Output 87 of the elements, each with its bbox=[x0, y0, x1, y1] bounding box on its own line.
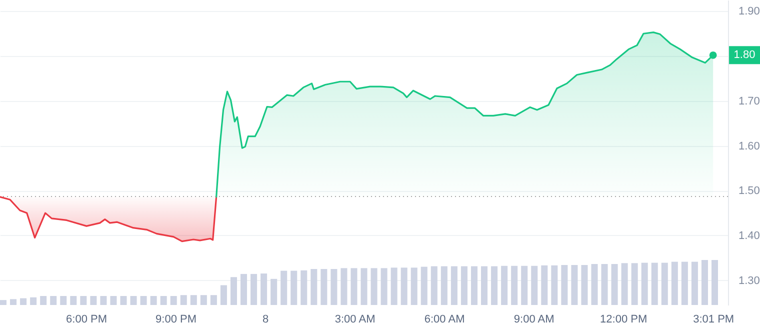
y-tick-label: 1.50 bbox=[738, 185, 760, 198]
bar bbox=[350, 268, 358, 305]
bar bbox=[621, 263, 628, 305]
x-tick-label: 3:00 AM bbox=[334, 314, 376, 326]
bar bbox=[681, 262, 688, 305]
bar bbox=[130, 296, 137, 305]
bar bbox=[370, 268, 378, 305]
bar bbox=[110, 296, 117, 305]
bar bbox=[0, 300, 7, 305]
bar bbox=[611, 264, 618, 305]
bar bbox=[170, 296, 177, 305]
bar bbox=[511, 266, 518, 305]
bar bbox=[270, 278, 278, 305]
bar bbox=[651, 262, 658, 305]
y-tick-label: 1.60 bbox=[738, 140, 760, 152]
bar bbox=[10, 299, 17, 305]
bar bbox=[460, 266, 468, 305]
bar bbox=[250, 274, 258, 305]
bar bbox=[70, 296, 77, 305]
bar bbox=[40, 296, 47, 305]
bar bbox=[140, 296, 147, 305]
bar bbox=[631, 263, 638, 305]
bar bbox=[450, 266, 458, 305]
annotation: 1.80 bbox=[734, 49, 756, 62]
y-tick-label: 1.70 bbox=[738, 95, 760, 108]
x-tick-label: 3:01 PM bbox=[693, 314, 734, 326]
bar bbox=[330, 269, 338, 305]
bar bbox=[531, 266, 538, 305]
bar bbox=[390, 268, 398, 305]
bar bbox=[220, 285, 227, 305]
bar bbox=[481, 266, 488, 305]
bar bbox=[430, 266, 438, 305]
bar bbox=[290, 270, 298, 305]
bar bbox=[581, 264, 588, 305]
bar bbox=[310, 269, 318, 305]
bar bbox=[591, 264, 598, 305]
bar bbox=[280, 270, 288, 305]
bar bbox=[420, 266, 428, 305]
bar bbox=[340, 268, 348, 305]
bar bbox=[320, 269, 328, 305]
x-tick-label: 9:00 AM bbox=[514, 314, 554, 326]
bar bbox=[190, 295, 197, 305]
x-tick-label: 6:00 PM bbox=[66, 314, 108, 326]
bar bbox=[571, 264, 578, 305]
bar bbox=[150, 296, 157, 305]
bar bbox=[671, 262, 678, 305]
bar bbox=[80, 296, 87, 305]
y-tick-label: 1.30 bbox=[738, 274, 760, 287]
bar bbox=[300, 270, 308, 305]
bar bbox=[360, 268, 368, 305]
y-tick-label: 1.90 bbox=[738, 6, 760, 18]
bar bbox=[30, 297, 37, 305]
bar bbox=[711, 260, 718, 305]
bar bbox=[701, 260, 708, 305]
x-tick-label: 12:00 PM bbox=[600, 314, 648, 326]
bar bbox=[491, 266, 498, 305]
bar bbox=[240, 274, 248, 305]
bar bbox=[561, 264, 568, 305]
bar bbox=[551, 265, 558, 305]
bar bbox=[180, 295, 187, 305]
bar bbox=[100, 296, 107, 305]
bar bbox=[440, 266, 448, 305]
bar bbox=[260, 274, 268, 305]
y-tick-label: 1.40 bbox=[738, 230, 760, 242]
bar bbox=[501, 266, 508, 305]
bar bbox=[120, 296, 127, 305]
x-tick-label: 9:00 PM bbox=[156, 314, 197, 326]
bar bbox=[661, 262, 668, 305]
bar bbox=[470, 266, 478, 305]
bar bbox=[20, 298, 27, 305]
bar bbox=[691, 262, 698, 305]
x-tick-label: 6:00 AM bbox=[424, 314, 465, 326]
bar bbox=[641, 262, 648, 305]
bar bbox=[230, 277, 237, 305]
bar bbox=[400, 268, 408, 305]
bar bbox=[601, 264, 608, 305]
bar bbox=[160, 296, 167, 305]
bar bbox=[90, 296, 97, 305]
bar bbox=[541, 265, 548, 305]
bar bbox=[410, 268, 418, 305]
bar bbox=[210, 295, 217, 305]
x-tick-label: 8 bbox=[262, 314, 269, 326]
bar bbox=[60, 296, 67, 305]
bar bbox=[521, 266, 528, 305]
bar bbox=[50, 296, 57, 305]
bar bbox=[380, 268, 388, 305]
bar bbox=[200, 295, 207, 305]
